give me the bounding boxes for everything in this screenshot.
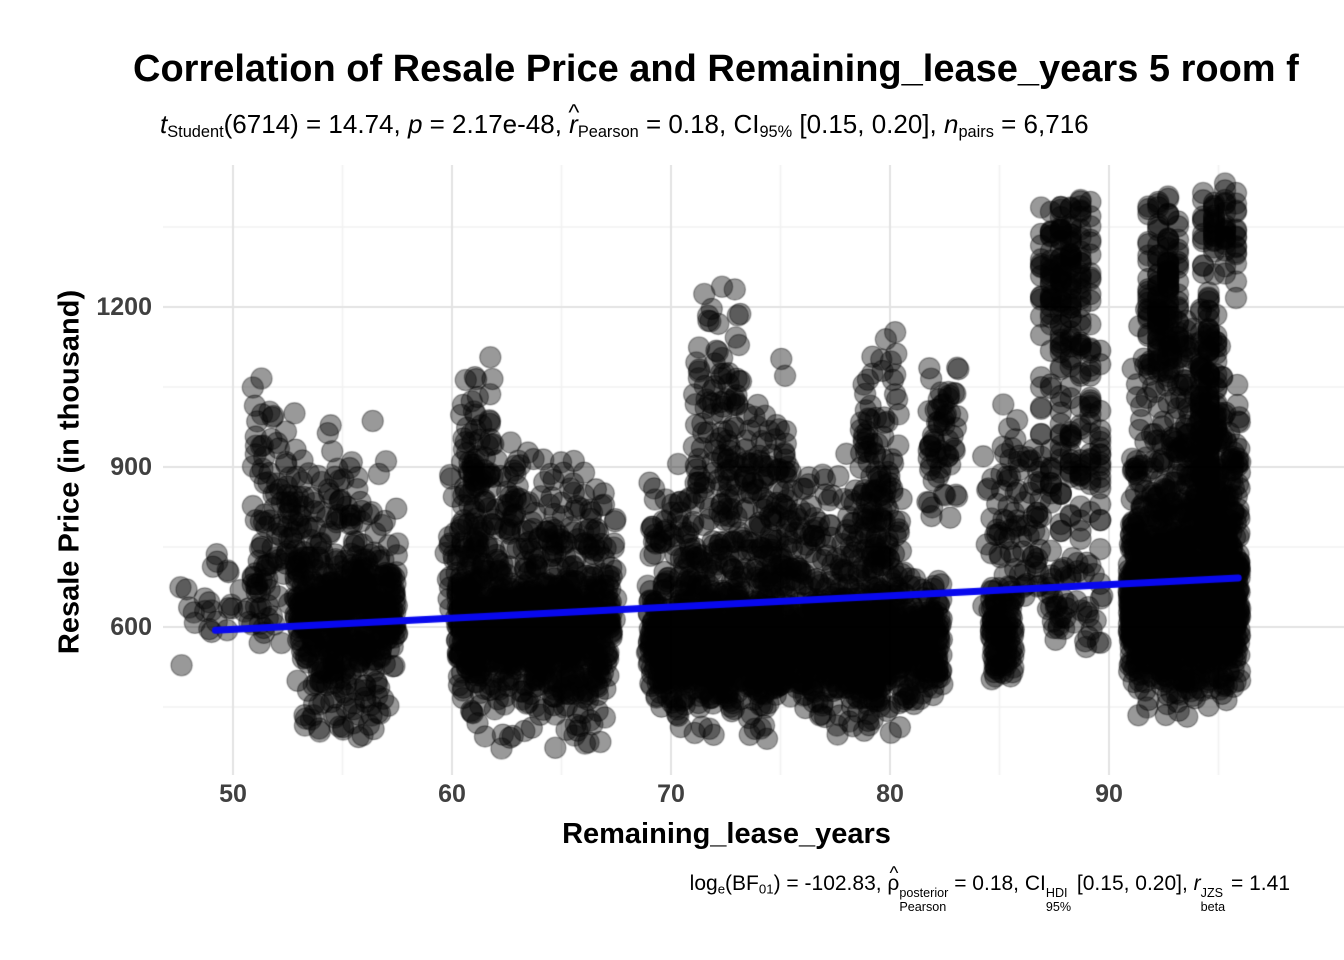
hdi-superscript: HDI <box>1045 885 1068 900</box>
t-symbol: t <box>160 109 168 139</box>
plot-panel <box>163 165 1344 775</box>
ci-interval-segment: [0.15, 0.20], <box>792 109 944 139</box>
x-tick-label: 70 <box>657 780 685 808</box>
x-tick-label: 80 <box>876 780 904 808</box>
x-tick-label: 60 <box>438 780 466 808</box>
rho-superscript: posterior <box>899 885 949 900</box>
p-value-segment: = 2.17e-48, <box>422 109 570 139</box>
y-tick-label: 900 <box>110 453 152 481</box>
x-tick-label: 50 <box>219 780 247 808</box>
n-value-segment: = 6,716 <box>993 109 1089 139</box>
bf-subscript: 01 <box>758 881 774 897</box>
hdi-scripts: HDI 95% <box>1046 886 1071 914</box>
scatter-canvas <box>163 165 1344 775</box>
y-tick-label: 1200 <box>96 293 152 321</box>
bf-open-segment: (BF <box>725 872 759 895</box>
x-tick-label: 90 <box>1095 780 1123 808</box>
bf-value-segment: ) = -102.83, <box>773 872 888 895</box>
r-beta-subscript: beta <box>1200 899 1226 914</box>
rho-value-segment: = 0.18, CI <box>948 872 1046 895</box>
ci-subscript: 95% <box>759 123 793 142</box>
r-symbol: r <box>569 109 578 139</box>
r-subscript: Pearson <box>577 123 639 142</box>
hat-accent: ^ <box>889 863 899 885</box>
t-subscript: Student <box>167 123 224 142</box>
r-value-segment: = 0.18, CI <box>638 109 760 139</box>
x-axis-label: Remaining_lease_years <box>562 818 891 850</box>
r-beta-scripts: JZS beta <box>1201 886 1226 914</box>
r-beta-symbol: r <box>1193 872 1201 895</box>
log-base-subscript: e <box>717 881 726 897</box>
hdi-interval-segment: [0.15, 0.20], <box>1071 872 1194 895</box>
n-symbol: n <box>943 109 959 139</box>
r-hat: ^ r <box>568 99 579 142</box>
rho-subscript: Pearson <box>899 899 947 914</box>
hdi-subscript: 95% <box>1045 899 1072 914</box>
log-function: log <box>689 872 718 895</box>
chart-title: Correlation of Resale Price and Remainin… <box>133 48 1299 90</box>
hat-accent: ^ <box>568 98 580 125</box>
y-tick-label: 600 <box>110 613 152 641</box>
n-subscript: pairs <box>958 123 994 142</box>
bayesian-stats-caption: loge(BF01) = -102.83, ^ ρ posterior Pearson… <box>689 863 1290 914</box>
frequentist-stats-subtitle: tStudent(6714) = 14.74, p = 2.17e-48, ^ r… <box>160 99 1089 150</box>
t-value-segment: (6714) = 14.74, <box>223 109 408 139</box>
p-symbol: p <box>407 109 423 139</box>
rho-symbol: ρ <box>887 872 900 895</box>
r-beta-value-segment: = 1.41 <box>1225 872 1290 895</box>
r-beta-superscript: JZS <box>1200 885 1224 900</box>
rho-scripts: posterior Pearson <box>899 886 948 914</box>
rho-hat: ^ ρ <box>887 863 900 904</box>
